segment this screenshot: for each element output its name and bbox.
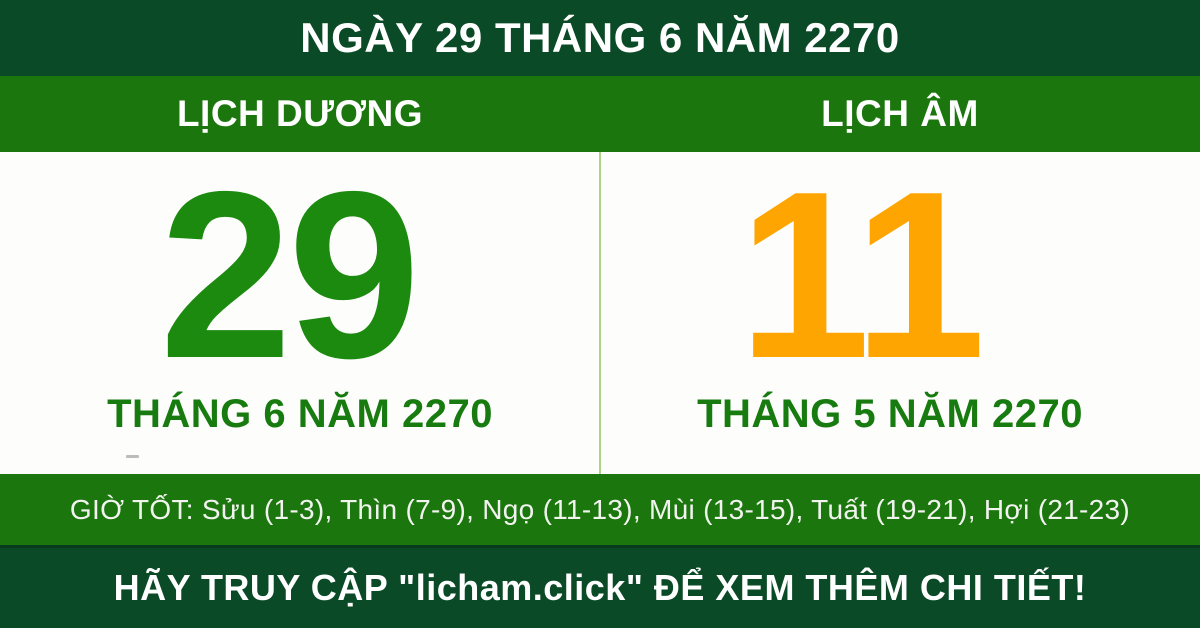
footer-bar: HÃY TRUY CẬP "licham.click" ĐỂ XEM THÊM …: [0, 545, 1200, 628]
lunar-month-year: THÁNG 5 NĂM 2270: [697, 392, 1083, 436]
calendar-panels: 29 THÁNG 6 NĂM 2270 11 THÁNG 5 NĂM 2270: [0, 152, 1200, 474]
solar-calendar-header: LỊCH DƯƠNG: [176, 93, 424, 134]
good-hours-bar: GIỜ TỐT: Sửu (1-3), Thìn (7-9), Ngọ (11-…: [0, 474, 1200, 545]
column-headers: LỊCH DƯƠNG LỊCH ÂM: [0, 76, 1200, 152]
lunar-day-number: 11: [738, 143, 986, 408]
good-hours-text: GIỜ TỐT: Sửu (1-3), Thìn (7-9), Ngọ (11-…: [69, 493, 1131, 525]
solar-panel: 29 THÁNG 6 NĂM 2270: [0, 152, 600, 474]
date-title: NGÀY 29 THÁNG 6 NĂM 2270: [300, 14, 900, 61]
title-bar: NGÀY 29 THÁNG 6 NĂM 2270: [0, 0, 1200, 76]
solar-day-number: 29: [159, 143, 421, 408]
cta-text: HÃY TRUY CẬP "licham.click" ĐỂ XEM THÊM …: [113, 567, 1087, 608]
lunar-calendar-header: LỊCH ÂM: [821, 93, 979, 134]
small-dash-decoration: [126, 455, 139, 458]
solar-month-year: THÁNG 6 NĂM 2270: [107, 392, 493, 436]
panel-divider: [599, 152, 601, 474]
lunar-panel: 11 THÁNG 5 NĂM 2270: [600, 152, 1200, 474]
